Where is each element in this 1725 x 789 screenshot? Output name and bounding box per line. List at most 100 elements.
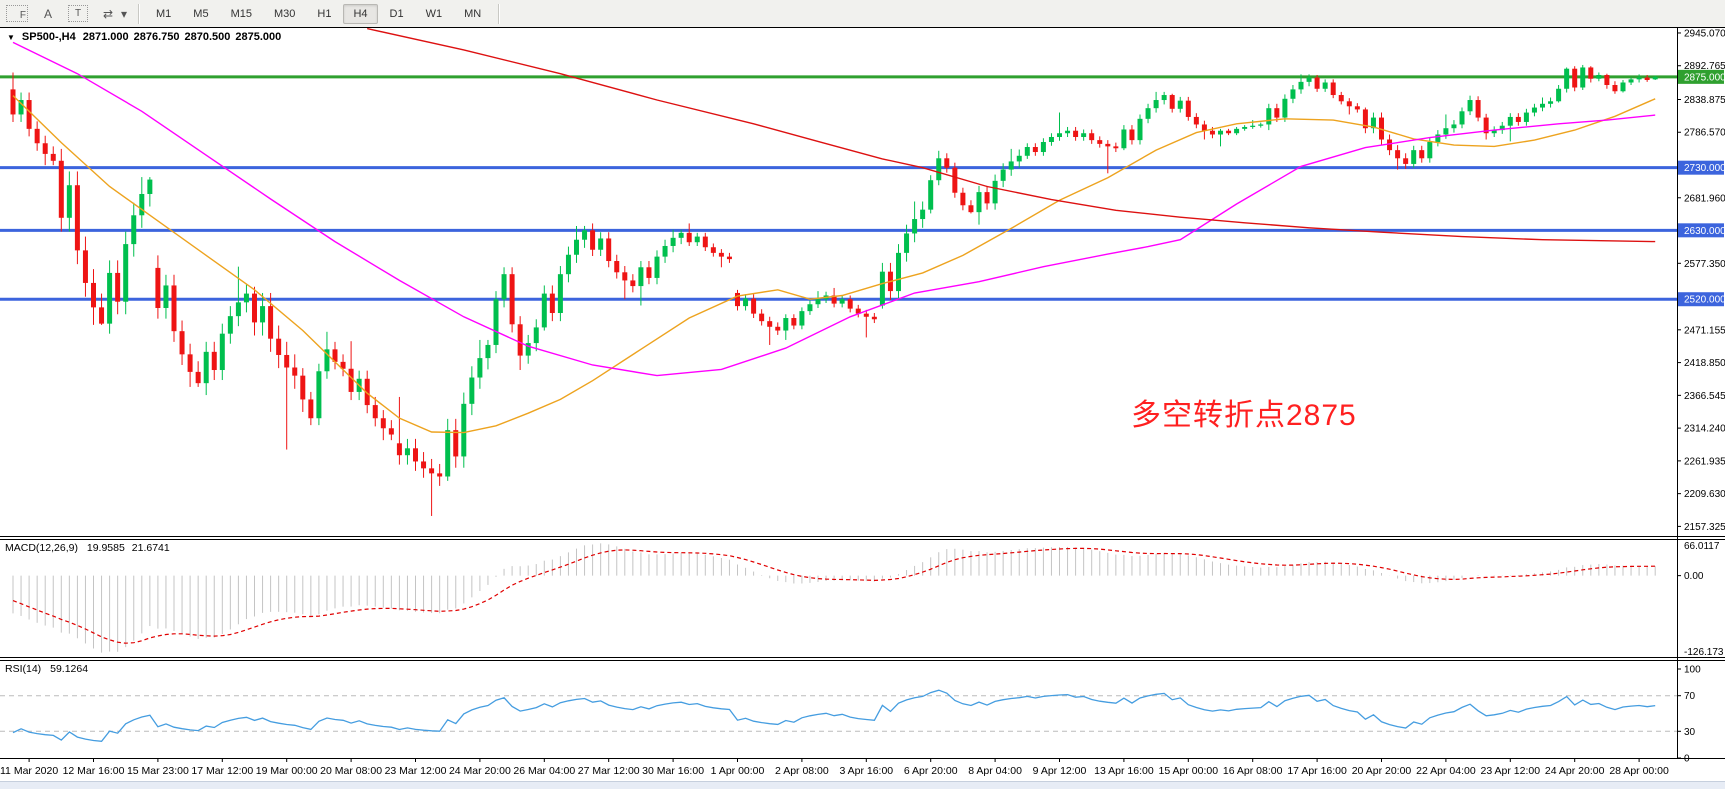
toolbar: F A T ⇄ ▾ M1 M5 M15 M30 H1 H4 D1 W1 MN [0, 0, 1725, 28]
timeframe-button-d1[interactable]: D1 [389, 7, 404, 20]
price-axis-tick-label: 2314.240 [1684, 424, 1725, 435]
price-axis-tick-label: 2366.545 [1684, 391, 1725, 402]
candle [670, 237, 676, 246]
candle [598, 238, 604, 250]
candle [203, 351, 209, 384]
candle [26, 100, 32, 129]
candle [928, 180, 934, 210]
candle [533, 327, 539, 344]
time-axis-label: 24 Apr 20:00 [1545, 765, 1605, 777]
time-axis-label: 23 Apr 12:00 [1481, 765, 1541, 777]
candle [1427, 142, 1433, 159]
rsi-label: RSI(14) 59.1264 [5, 663, 89, 675]
timeframe-button-h4[interactable]: H4 [343, 3, 378, 24]
symbol-dropdown-icon[interactable]: ▼ [7, 32, 15, 42]
candle [1370, 117, 1376, 129]
candle [968, 205, 974, 213]
candle [638, 267, 644, 287]
candle [364, 378, 370, 406]
candle [1379, 117, 1384, 140]
candle [582, 230, 588, 240]
candle [1644, 77, 1650, 80]
time-axis-label: 23 Mar 12:00 [385, 765, 447, 777]
toolbar-separator [138, 3, 139, 24]
candle [1338, 95, 1344, 102]
price-axis-tick-label: 2209.630 [1684, 489, 1725, 500]
candle [163, 285, 169, 308]
candle [1491, 130, 1497, 134]
candle [1065, 130, 1071, 134]
candle [284, 354, 290, 368]
ma-mid-magenta-line [12, 41, 1656, 377]
candle [654, 256, 660, 278]
candle [107, 272, 113, 324]
ohlc-open: 2871.000 [82, 31, 129, 43]
time-axis-label: 6 Apr 20:00 [904, 765, 958, 777]
grid-f-icon[interactable]: F [6, 5, 28, 22]
candle [509, 274, 515, 325]
candle [429, 468, 435, 474]
candle [171, 285, 177, 332]
candles-layer [10, 64, 1658, 516]
candle [1354, 106, 1360, 110]
candle [590, 230, 596, 250]
candle [1636, 77, 1642, 80]
timeframe-button-m30[interactable]: M30 [273, 7, 296, 20]
candle [525, 343, 531, 356]
candle [50, 153, 56, 161]
candle [557, 274, 563, 314]
candle [807, 304, 813, 312]
candle [1306, 77, 1312, 82]
time-axis-label: 9 Apr 12:00 [1033, 765, 1087, 777]
candle [1040, 142, 1046, 153]
level-badge-2520 [1678, 292, 1724, 307]
chart-text-annotation: 多空转折点2875 [1131, 399, 1357, 432]
candle [1209, 130, 1215, 135]
candle [1032, 147, 1038, 153]
candle [501, 274, 507, 300]
candle [1201, 124, 1207, 131]
timeframe-button-w1[interactable]: W1 [425, 7, 443, 20]
candle [1137, 118, 1143, 141]
candle [1564, 68, 1570, 89]
candle [686, 232, 692, 243]
dropdown-caret-icon[interactable]: ▾ [120, 6, 128, 21]
candle [1580, 67, 1586, 88]
timeframe-button-mn[interactable]: MN [464, 7, 482, 20]
time-axis-label: 3 Apr 16:00 [839, 765, 893, 777]
candle [1556, 88, 1562, 102]
timeframe-button-h1[interactable]: H1 [317, 7, 332, 20]
symbol-name: SP500-,H4 [21, 31, 76, 43]
candle [187, 354, 193, 372]
candle [799, 311, 805, 326]
candle [147, 179, 153, 194]
candle [1572, 68, 1578, 88]
candle [1330, 82, 1336, 96]
font-a-icon[interactable]: A [43, 6, 52, 21]
text-t-icon[interactable]: T [68, 5, 88, 22]
candle [896, 252, 901, 292]
candle [82, 250, 88, 283]
candle [1411, 150, 1417, 164]
candle [1218, 130, 1223, 135]
candle [1097, 140, 1103, 144]
timeframe-button-m5[interactable]: M5 [193, 7, 209, 20]
candle [944, 158, 950, 168]
candle [1459, 111, 1465, 125]
ohlc-close: 2875.000 [235, 31, 282, 43]
candle [340, 361, 346, 369]
candle [630, 280, 636, 287]
candle [694, 236, 700, 243]
candle [726, 256, 732, 260]
candle [1266, 108, 1272, 125]
candle [1652, 76, 1658, 80]
candle [767, 321, 773, 327]
candle [99, 307, 105, 324]
cycle-arrows-icon[interactable]: ⇄ [102, 6, 114, 21]
candle [324, 349, 330, 372]
timeframe-button-m1[interactable]: M1 [156, 7, 172, 20]
rsi-value: 59.1264 [50, 663, 89, 675]
timeframe-button-m15[interactable]: M15 [230, 7, 252, 20]
candle [1193, 116, 1199, 125]
